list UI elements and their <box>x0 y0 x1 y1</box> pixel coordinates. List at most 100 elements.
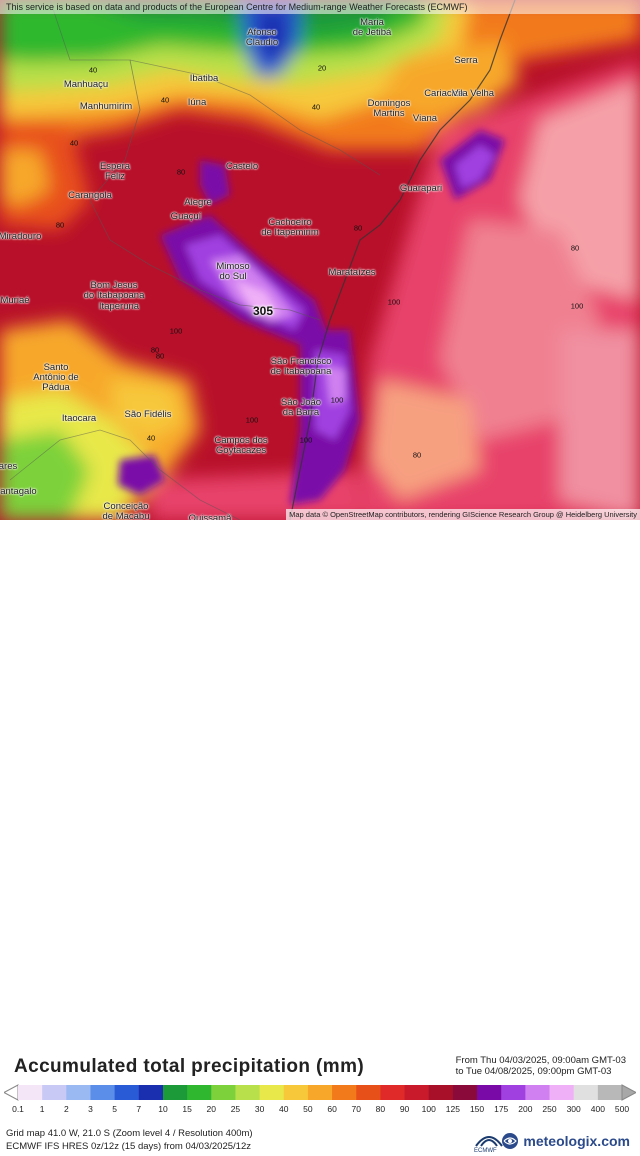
scale-tick-label: 3 <box>88 1104 93 1114</box>
place-label: Campos dos Goytacazes <box>214 436 267 456</box>
place-label: Guaçuí <box>171 212 202 222</box>
place-label-line: Santo <box>43 362 69 373</box>
place-label: Itaocara <box>62 414 96 424</box>
scale-swatch <box>211 1085 236 1100</box>
scale-swatch <box>138 1085 164 1100</box>
scale-tick-label: 70 <box>351 1104 361 1114</box>
ecmwf-logo: ECMWF <box>474 1132 504 1156</box>
scale-tick-label: 20 <box>206 1104 216 1114</box>
meteologix-brand: meteologix.com <box>523 1133 630 1149</box>
scale-swatch <box>283 1085 309 1100</box>
grid-info-line1: Grid map 41.0 W, 21.0 S (Zoom level 4 / … <box>6 1128 253 1139</box>
place-label: Quissamã <box>188 513 232 521</box>
scale-tick-label: 250 <box>542 1104 557 1114</box>
place-label: São Fidélis <box>125 410 172 420</box>
scale-swatch <box>597 1085 623 1100</box>
scale-swatch <box>18 1085 43 1100</box>
contour-label: 80 <box>150 345 160 355</box>
place-label: Bom Jesus do Itabapoana <box>84 281 145 301</box>
grid-info: Grid map 41.0 W, 21.0 S (Zoom level 4 / … <box>6 1127 253 1153</box>
place-label: Viana <box>413 114 437 124</box>
scale-tick-label: 90 <box>399 1104 410 1114</box>
place-label-line: São João <box>280 397 322 408</box>
place-label: Ibatiba <box>190 74 219 84</box>
place-label-line: Antônio de <box>33 372 79 383</box>
period-from: From Thu 04/03/2025, 09:00am GMT-03 <box>455 1055 626 1066</box>
meteologix-logo[interactable]: meteologix.com <box>501 1132 630 1150</box>
contour-label: 40 <box>88 65 98 75</box>
place-label-line: São Francisco <box>270 356 332 367</box>
scale-swatch <box>162 1085 188 1100</box>
scale-swatch <box>332 1085 357 1100</box>
scale-tick-label: 80 <box>375 1104 386 1114</box>
contour-label: 20 <box>317 63 327 73</box>
place-label: Manhumirim <box>80 102 132 112</box>
scale-swatch <box>525 1085 551 1100</box>
place-label-line: Itaperuna <box>98 301 140 312</box>
scale-tick-label: 30 <box>254 1104 265 1114</box>
place-label: ares <box>0 462 17 472</box>
place-label-line: Muriaé <box>0 295 30 306</box>
place-label: Mimoso do Sul <box>216 262 249 282</box>
place-label-line: Miradouro <box>0 231 42 242</box>
place-label-line: Bom Jesus <box>90 280 138 291</box>
place-label-line: Espera <box>99 161 131 172</box>
place-label-line: Carangola <box>68 190 112 201</box>
place-label-line: do Sul <box>219 271 247 282</box>
place-label-line: Guaçuí <box>170 211 202 222</box>
place-label-line: Martins <box>373 108 405 119</box>
place-label: Guarapari <box>400 184 442 194</box>
place-label: São Francisco de Itabapoana <box>271 357 332 377</box>
place-label-line: São Fidélis <box>124 409 172 420</box>
scale-tick-label: 1 <box>39 1104 45 1114</box>
place-label: Miradouro <box>0 232 41 242</box>
place-label-line: Manhuaçu <box>63 79 109 90</box>
place-label-line: Goytacazes <box>215 445 267 456</box>
place-label: Manhuaçu <box>64 80 108 90</box>
place-label-line: do Itabapoana <box>83 290 145 301</box>
place-label-line: Quissamã <box>188 513 232 521</box>
place-label: Cachoeiro de Itapemirim <box>261 218 319 238</box>
contour-label: 100 <box>299 435 313 445</box>
place-label-line: Campos dos <box>214 435 268 446</box>
contour-label: 100 <box>387 297 401 307</box>
place-label: Cariacica <box>424 89 464 99</box>
scale-swatch <box>235 1085 261 1100</box>
place-label: Domingos Martins <box>368 99 411 119</box>
contour-label: 80 <box>570 243 580 253</box>
contour-label: 40 <box>160 95 170 105</box>
place-label-line: Vila Velha <box>451 88 495 99</box>
place-label: Maria de Jetibá <box>353 18 392 38</box>
scale-swatch <box>549 1085 575 1100</box>
place-label-line: Manhumirim <box>79 101 133 112</box>
place-label: Conceição de Macabu <box>102 502 150 521</box>
scale-tick-label: 5 <box>112 1104 117 1114</box>
place-label: Vila Velha <box>452 89 494 99</box>
contour-label: 80 <box>176 167 186 177</box>
scale-swatch <box>356 1085 381 1100</box>
contour-label: 40 <box>69 138 79 148</box>
place-label-line: Iúna <box>187 97 207 108</box>
place-label-line: de Macabu <box>102 511 150 521</box>
scale-arrow-right <box>621 1084 636 1101</box>
place-label-line: Itaocara <box>61 413 97 424</box>
contour-label: 40 <box>146 433 156 443</box>
scale-swatch <box>66 1085 91 1100</box>
place-label-line: Domingos <box>367 98 411 109</box>
place-label-line: Cariacica <box>424 88 464 99</box>
map-canvas <box>0 0 640 520</box>
scale-swatch <box>42 1085 67 1100</box>
scale-tick-label: 175 <box>494 1104 509 1114</box>
forecast-period: From Thu 04/03/2025, 09:00am GMT-03 to T… <box>456 1055 626 1077</box>
map-attribution[interactable]: Map data © OpenStreetMap contributors, r… <box>286 509 640 520</box>
place-label: Itaperuna <box>99 302 139 312</box>
scale-tick-label: 15 <box>182 1104 192 1114</box>
scale-tick-label: 125 <box>445 1104 460 1114</box>
scale-tick-label: 100 <box>421 1104 436 1114</box>
place-label: Iúna <box>188 98 207 108</box>
place-label: Muriaé <box>0 296 29 306</box>
scale-tick-label: 60 <box>327 1104 337 1114</box>
ecmwf-logo-text: ECMWF <box>474 1148 497 1154</box>
grid-info-line2: ECMWF IFS HRES 0z/12z (15 days) from 04/… <box>6 1141 251 1152</box>
precipitation-map[interactable]: This service is based on data and produc… <box>0 0 640 520</box>
